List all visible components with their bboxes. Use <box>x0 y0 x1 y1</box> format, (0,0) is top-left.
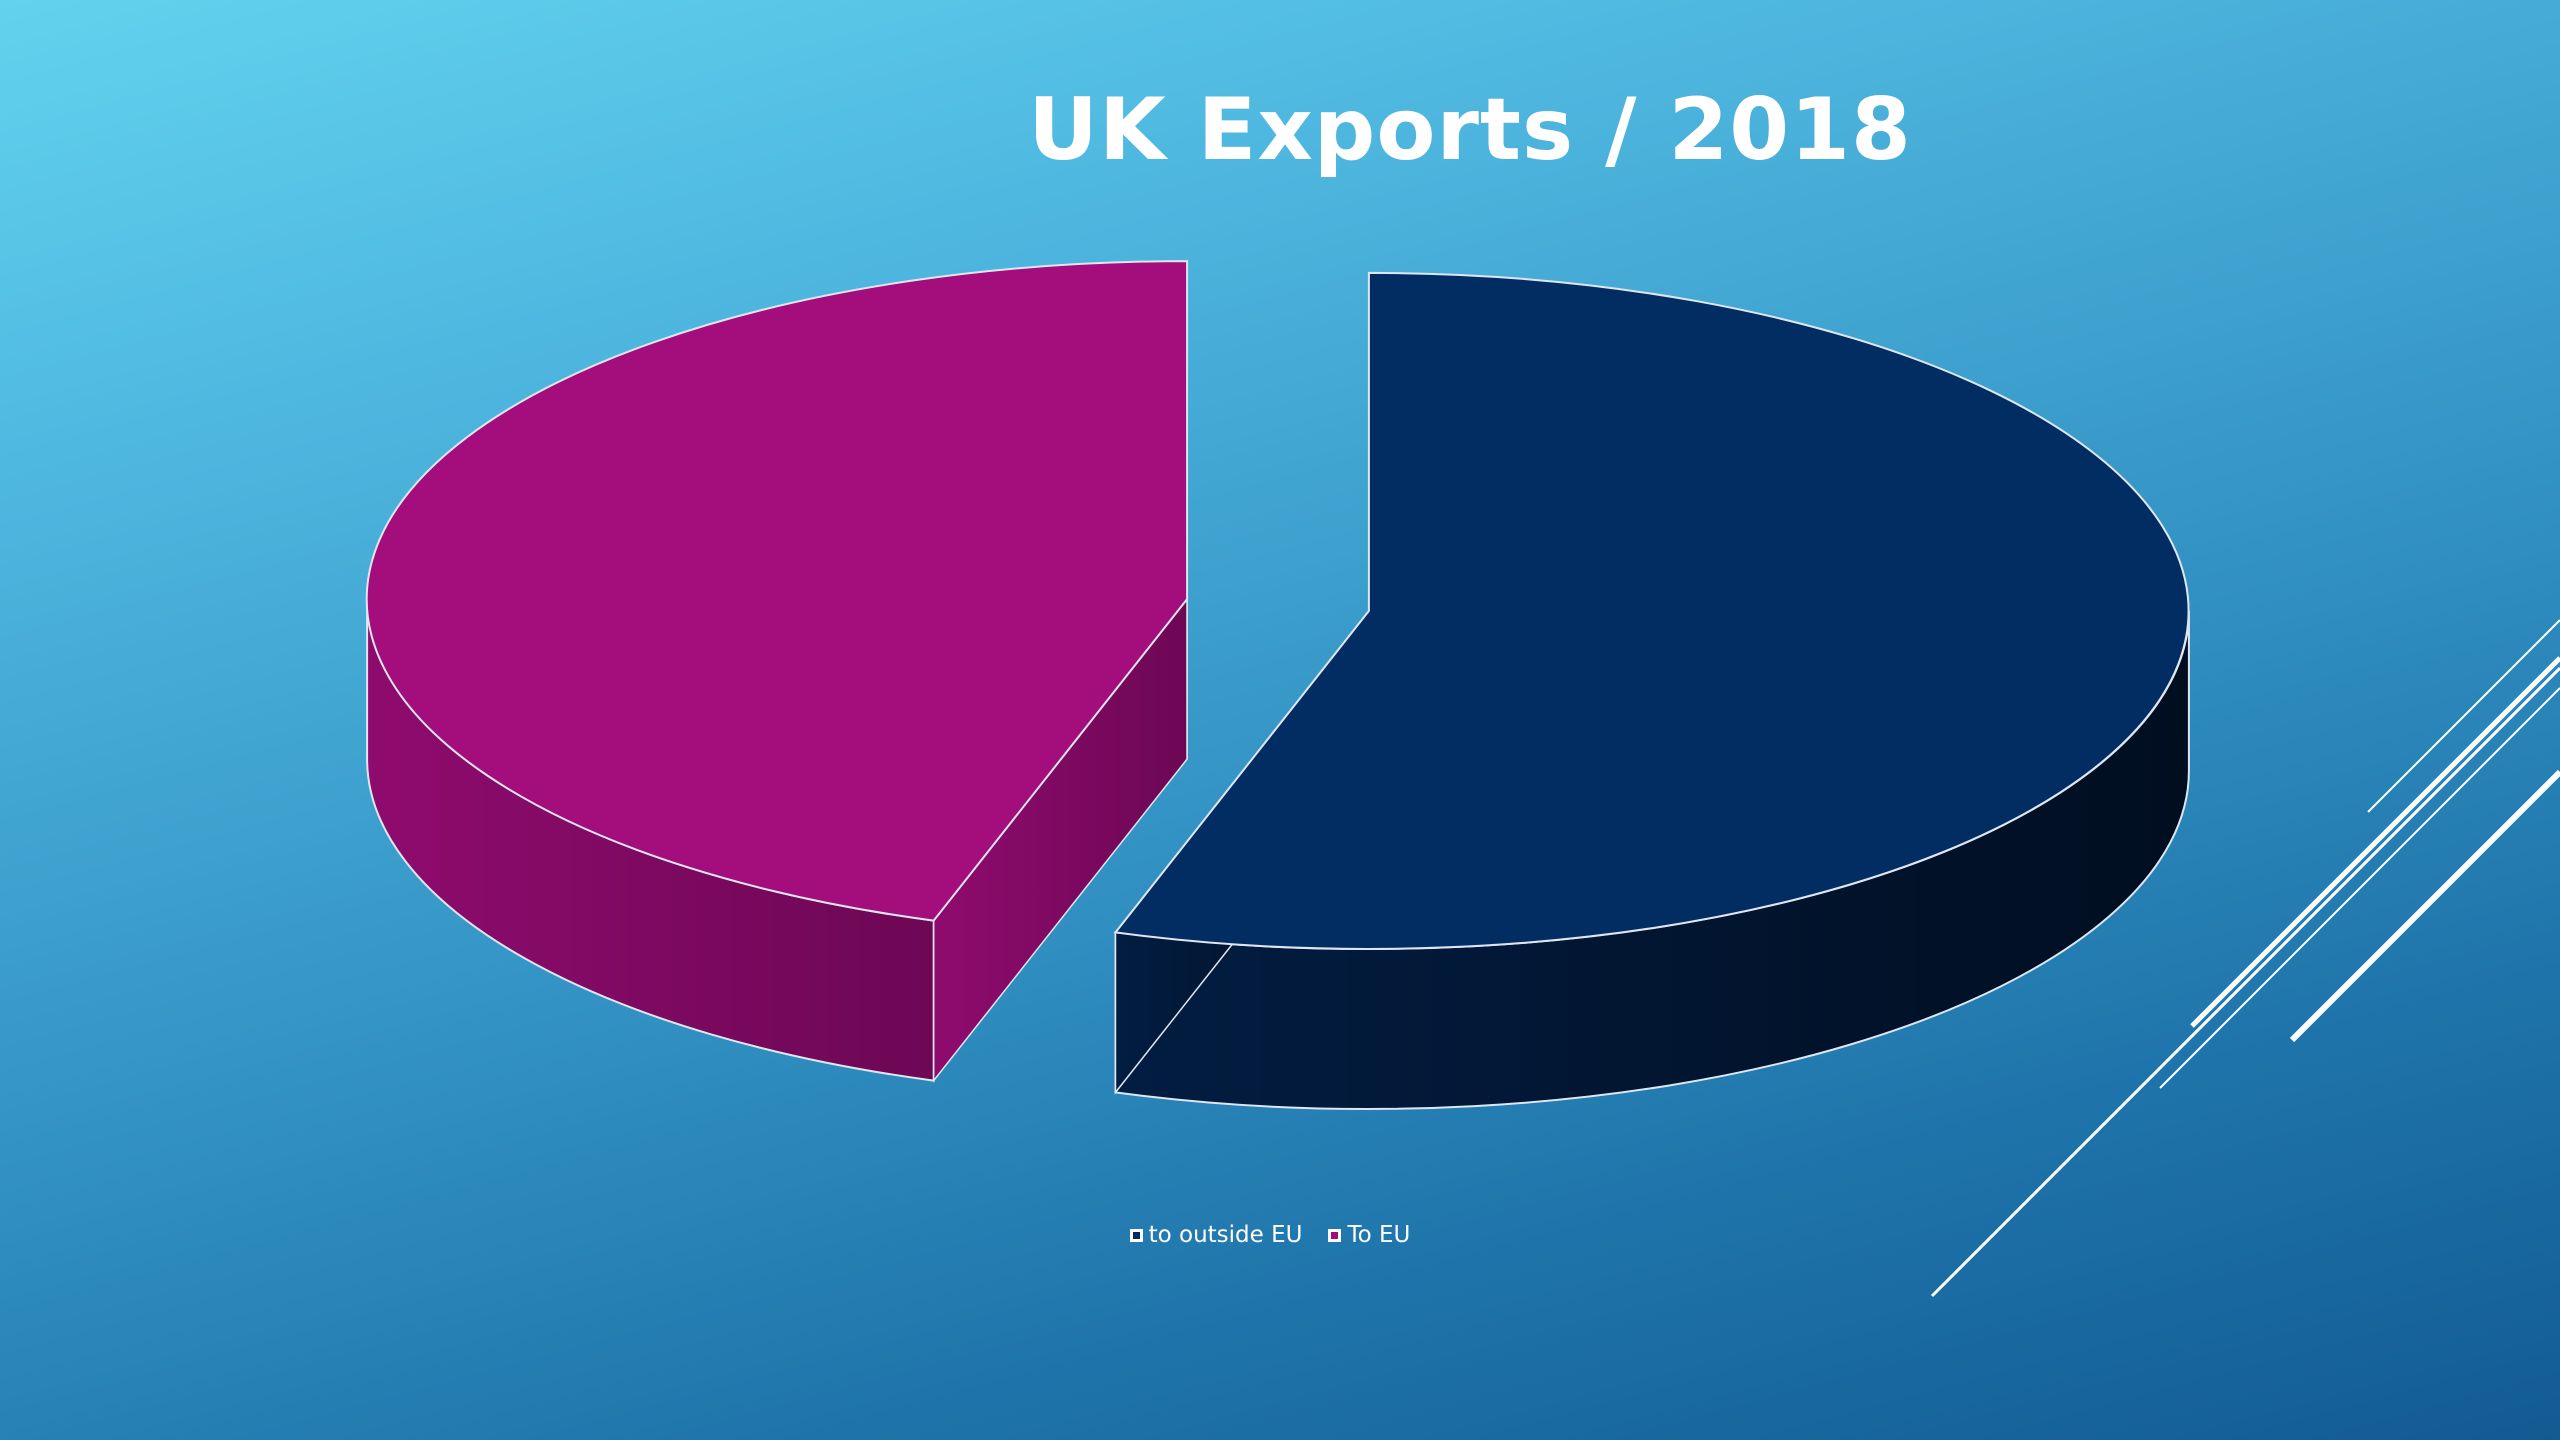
slices-layer <box>365 260 2190 1110</box>
legend: to outside EU To EU <box>0 1222 2540 1248</box>
legend-swatch-eu <box>1328 1228 1342 1242</box>
legend-label-eu: To EU <box>1347 1222 1411 1248</box>
legend-item-outside-eu: to outside EU <box>1129 1222 1303 1248</box>
legend-item-eu: To EU <box>1328 1222 1410 1248</box>
slice-to-eu <box>365 260 1189 1083</box>
slice-to-outside-eu <box>1113 271 2190 1110</box>
decorative-lines <box>1930 619 2560 1298</box>
chart-title: UK Exports / 2018 <box>1028 80 1912 180</box>
legend-swatch-outside-eu <box>1129 1228 1143 1242</box>
legend-label-outside-eu: to outside EU <box>1148 1222 1303 1248</box>
